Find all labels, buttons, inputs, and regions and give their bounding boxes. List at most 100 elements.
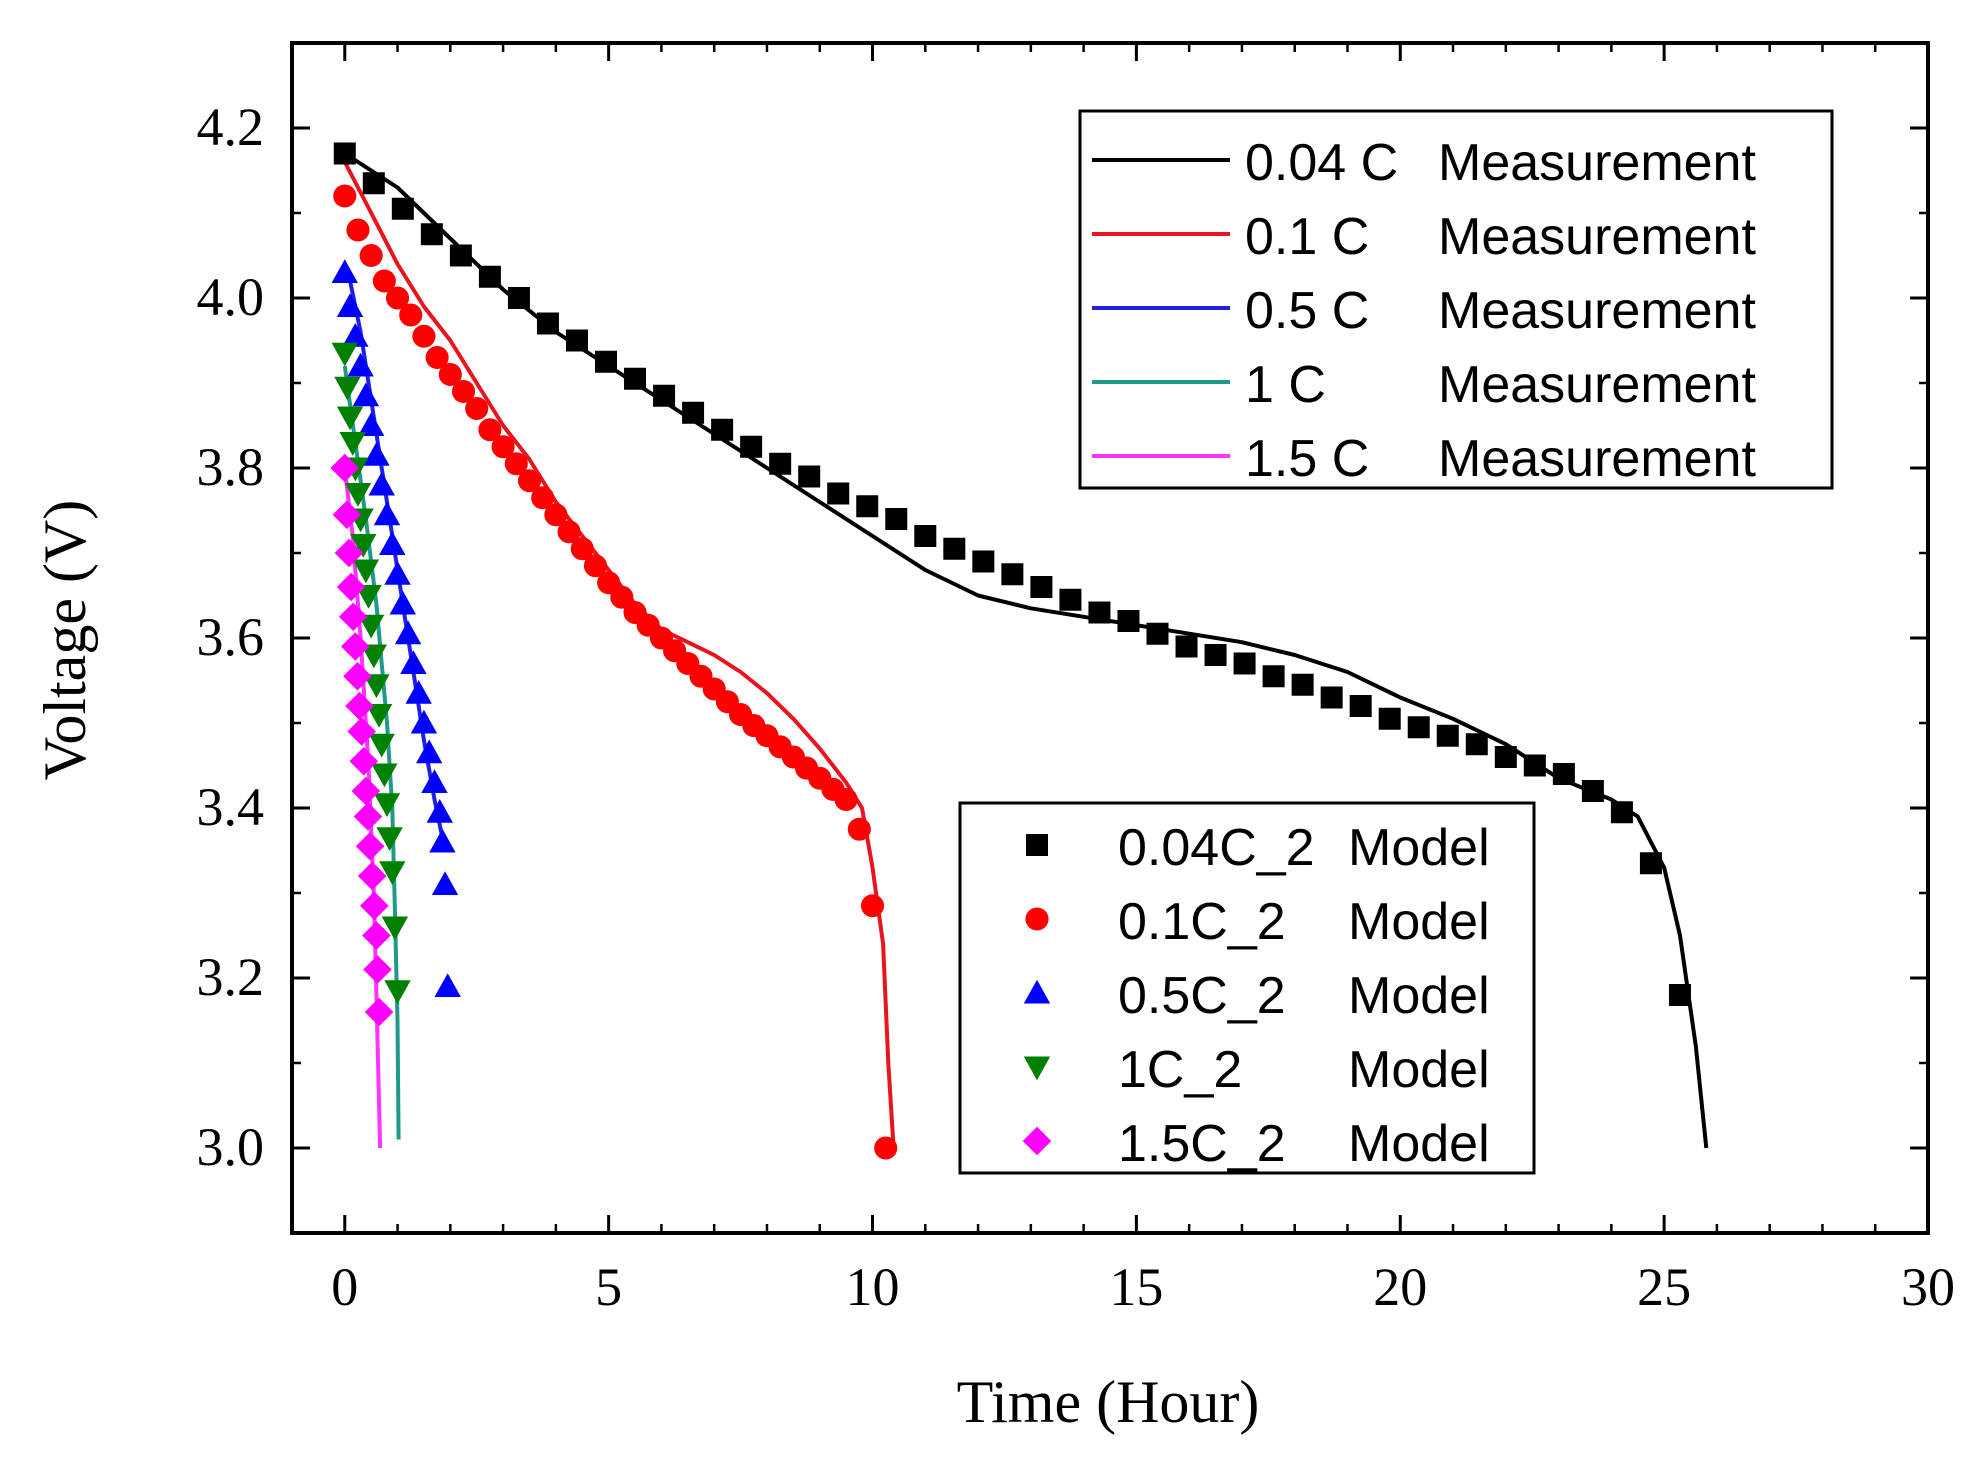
data-point [394, 620, 422, 645]
legend-entry-rate: 0.04C_2 [1118, 819, 1315, 877]
data-point [769, 452, 792, 475]
data-point [565, 329, 588, 352]
legend-entry-label: Model [1348, 967, 1490, 1025]
data-point [595, 350, 618, 373]
data-point [333, 142, 356, 165]
legend-entry-rate: 1 C [1245, 356, 1326, 414]
data-point [653, 384, 676, 407]
data-point [834, 787, 858, 812]
y-tick-label: 4.2 [197, 97, 265, 157]
data-point [357, 412, 385, 437]
legend-marker-swatch [1023, 979, 1051, 1004]
legend-entry-rate: 1C_2 [1118, 1041, 1242, 1099]
legend-entry-label: Measurement [1438, 208, 1756, 266]
x-tick-label: 25 [1637, 1257, 1691, 1317]
data-point [1349, 695, 1372, 717]
data-point [507, 287, 530, 309]
legend-model-frame [958, 801, 1536, 1175]
data-point [333, 184, 357, 208]
legend-entry-label: Measurement [1438, 430, 1756, 488]
data-point [1291, 673, 1314, 696]
data-point [344, 482, 372, 507]
data-point [465, 396, 489, 421]
data-point [376, 827, 403, 851]
legend-measurement-frame [1078, 109, 1834, 490]
data-point [943, 537, 966, 560]
x-axis: 0 5 10 15 20 25 30 [290, 43, 1955, 1317]
data-point [346, 218, 370, 242]
data-point [400, 650, 427, 675]
legend-entry-rate: 0.1C_2 [1118, 893, 1286, 951]
legend-entry-label: Measurement [1438, 134, 1756, 192]
data-point [856, 495, 879, 518]
data-point [1001, 563, 1024, 586]
legend-entry-rate: 0.5 C [1245, 282, 1369, 340]
data-point [740, 435, 763, 458]
data-point [360, 644, 387, 669]
data-point [972, 550, 995, 573]
data-point [420, 223, 443, 246]
data-point [338, 602, 368, 632]
legend-entry-rate: 1.5C_2 [1118, 1115, 1286, 1173]
data-point [384, 561, 411, 585]
data-point [368, 733, 395, 758]
data-point [429, 828, 456, 853]
data-point [1407, 716, 1430, 739]
data-point [336, 572, 366, 602]
legend-entry-label: Model [1348, 1115, 1490, 1173]
data-point [1465, 733, 1488, 756]
data-point [1639, 852, 1662, 875]
data-point [491, 435, 515, 459]
data-point [350, 533, 377, 558]
series-markers-1-5c-2-model [330, 453, 394, 1027]
data-point [1320, 686, 1343, 709]
data-point [330, 453, 360, 483]
x-tick-label: 30 [1901, 1257, 1955, 1317]
data-point [1523, 754, 1546, 777]
data-point [347, 352, 374, 377]
data-point [368, 471, 395, 496]
data-point [478, 265, 501, 288]
data-point [1204, 644, 1227, 666]
data-point [389, 590, 417, 615]
data-point [385, 286, 410, 310]
data-point [362, 172, 385, 195]
data-point [357, 861, 387, 891]
data-point [355, 584, 382, 609]
data-point [399, 303, 423, 327]
legend-entry-rate: 0.5C_2 [1118, 967, 1286, 1025]
data-point [365, 703, 393, 728]
legend-entry-label: Measurement [1438, 282, 1756, 340]
data-point [570, 537, 594, 561]
data-point [357, 614, 385, 639]
legend-entry-label: Model [1348, 1041, 1490, 1099]
legend-entry-label: Measurement [1438, 356, 1756, 414]
data-point [682, 401, 705, 424]
data-point [583, 554, 608, 578]
y-tick-label: 3.0 [197, 1117, 265, 1177]
data-point [342, 323, 369, 347]
data-point [449, 244, 472, 267]
data-point [371, 763, 398, 788]
data-point [451, 379, 476, 404]
data-point [531, 486, 555, 510]
y-axis: 3.0 3.2 3.4 3.6 3.8 4.0 4.2 [197, 41, 1928, 1235]
series-markers-0-04c-2-model [333, 142, 1691, 1006]
data-point [352, 382, 380, 407]
x-tick-label: 15 [1109, 1257, 1163, 1317]
data-point [1088, 601, 1111, 624]
data-point [405, 680, 432, 704]
legend-marker-swatch [1023, 1056, 1051, 1081]
y-tick-label: 3.4 [197, 777, 265, 837]
data-point [373, 793, 401, 817]
data-point [355, 831, 385, 861]
data-point [416, 739, 443, 764]
data-point [431, 871, 459, 896]
data-point [362, 921, 391, 950]
data-point [425, 345, 449, 370]
data-point [359, 243, 383, 268]
legend-entry-rate: 0.1 C [1245, 208, 1369, 266]
legend-marker-swatch [1026, 834, 1048, 856]
y-tick-label: 4.0 [197, 267, 265, 327]
